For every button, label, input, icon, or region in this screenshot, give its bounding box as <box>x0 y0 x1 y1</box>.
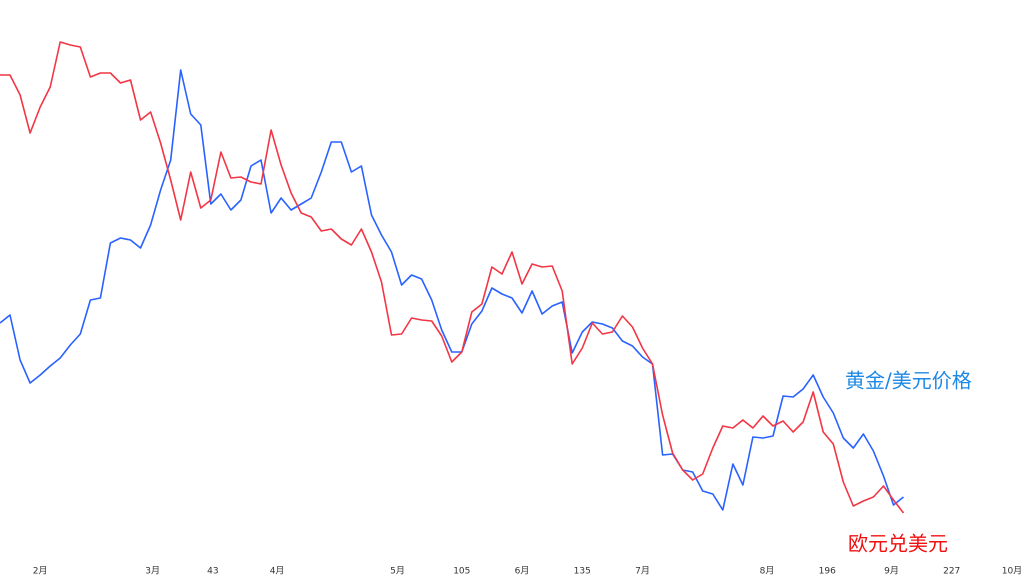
x-tick-label: 227 <box>943 567 960 576</box>
series-line <box>0 69 904 511</box>
x-tick-label: 5月 <box>390 566 405 576</box>
x-tick-label: 105 <box>453 567 470 576</box>
x-tick-label: 43 <box>207 567 218 576</box>
x-tick-label: 8月 <box>760 566 775 576</box>
series-label: 欧元兑美元 <box>848 532 948 556</box>
x-tick-label: 3月 <box>145 566 160 576</box>
x-tick-label: 7月 <box>635 566 650 576</box>
series-line <box>0 41 905 514</box>
x-tick-label: 6月 <box>515 566 530 576</box>
x-tick-label: 2月 <box>33 566 48 576</box>
x-tick-label: 4月 <box>270 566 285 576</box>
x-tick-label: 10月 <box>1002 566 1022 576</box>
x-tick-label: 9月 <box>884 566 899 576</box>
series-label: 黄金/美元价格 <box>845 369 972 393</box>
x-tick-label: 196 <box>819 567 836 576</box>
x-tick-label: 135 <box>574 567 591 576</box>
